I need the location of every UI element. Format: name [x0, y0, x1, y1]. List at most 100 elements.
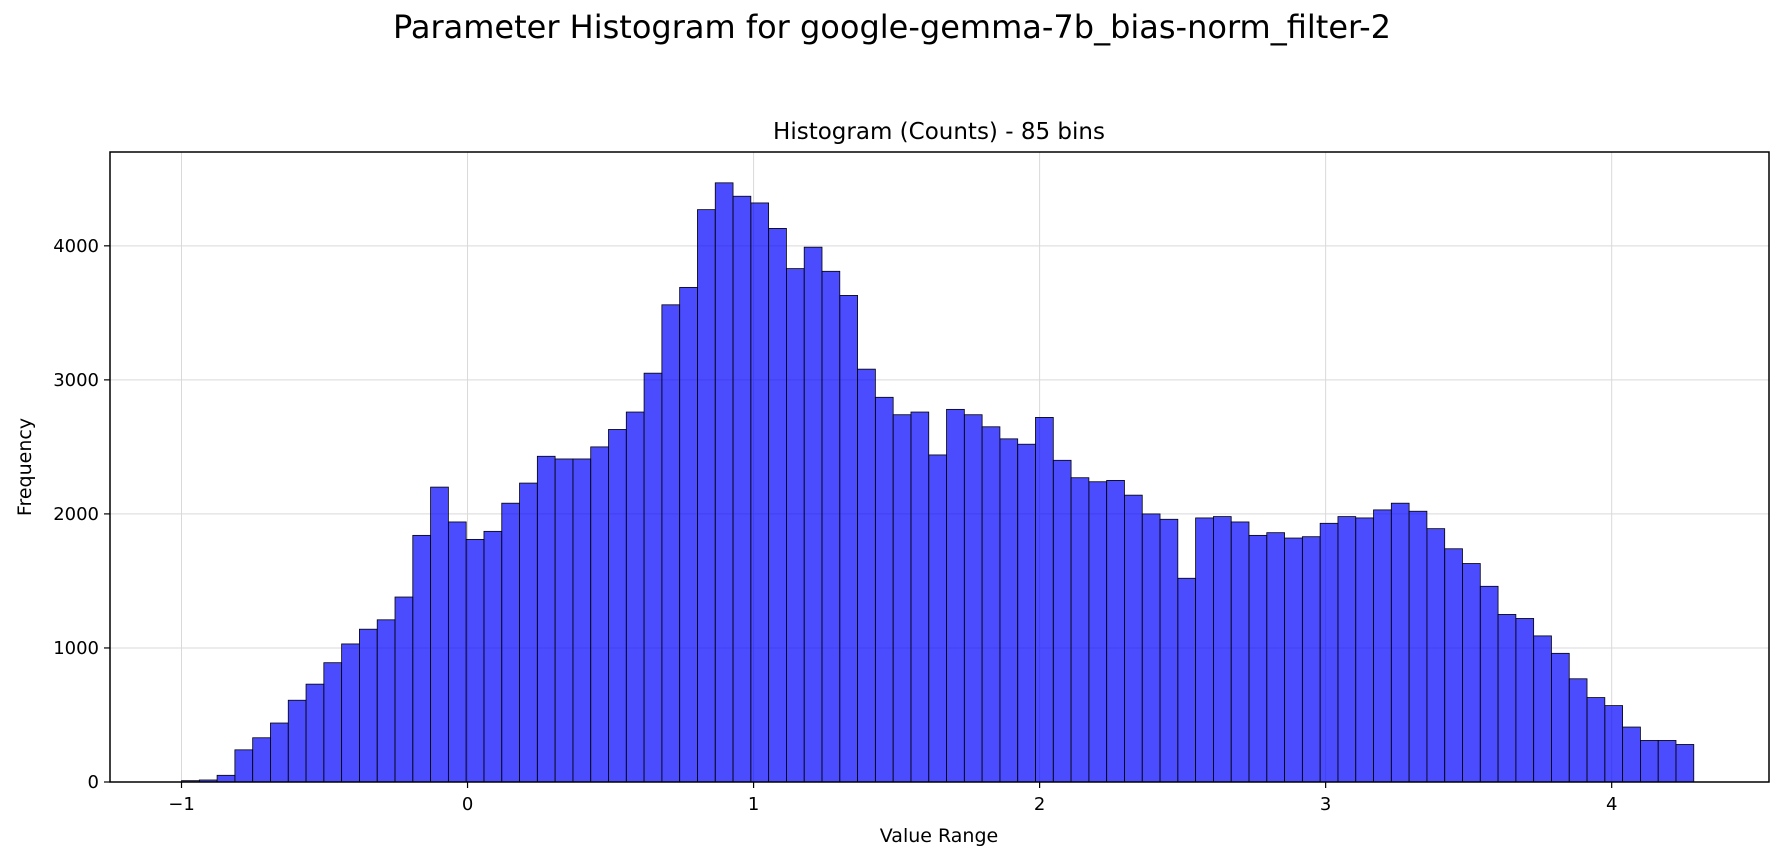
histogram-bar: [679, 286, 698, 783]
histogram-bar: [483, 530, 503, 783]
histogram-bar: [252, 737, 271, 783]
histogram-bar: [519, 482, 538, 783]
histogram-bar: [341, 643, 360, 783]
histogram-bar: [412, 534, 431, 783]
histogram-bar: [234, 749, 254, 783]
histogram-bar: [661, 304, 681, 783]
histogram-bar: [270, 722, 289, 783]
x-axis-ticks: −1 0 1 2 3 4: [168, 782, 1617, 815]
histogram-bar: [892, 414, 912, 783]
histogram-bar: [1266, 532, 1285, 783]
histogram-bar: [305, 683, 325, 783]
histogram-bar: [1426, 528, 1446, 783]
histogram-bar: [1586, 697, 1606, 783]
histogram-bar: [447, 521, 467, 783]
histogram-bar: [786, 268, 805, 783]
histogram-bar: [928, 454, 947, 783]
x-axis-label: Value Range: [880, 825, 998, 847]
histogram-bar: [216, 774, 236, 783]
histogram-bar: [323, 662, 343, 783]
x-tick-label: 0: [462, 794, 473, 815]
y-tick-label: 0: [88, 772, 99, 793]
histogram-bar: [1284, 537, 1303, 783]
y-tick-label: 3000: [53, 370, 99, 391]
x-tick-label: 3: [1320, 794, 1331, 815]
histogram-bar: [981, 426, 1001, 783]
histogram-bar: [999, 438, 1019, 783]
chart-title: Histogram (Counts) - 85 bins: [773, 119, 1105, 145]
y-tick-label: 1000: [53, 638, 99, 659]
histogram-bar: [1159, 518, 1179, 783]
histogram-bar: [963, 414, 983, 783]
histogram-bar: [946, 408, 965, 783]
histogram-bar: [768, 228, 787, 783]
histogram-bar: [625, 411, 645, 783]
histogram-bar: [287, 699, 307, 783]
histogram-bar: [1124, 494, 1143, 783]
histogram-bar: [1479, 585, 1499, 783]
histogram-bar: [1070, 477, 1090, 783]
y-tick-label: 4000: [53, 236, 99, 257]
histogram-bar: [1195, 517, 1214, 783]
histogram-bar: [1355, 517, 1374, 783]
histogram-bar: [1515, 618, 1535, 783]
histogram-bar: [554, 458, 574, 783]
y-axis-ticks: 0 1000 2000 3000 4000: [53, 236, 110, 793]
histogram-bar: [1052, 459, 1072, 783]
histogram-bar: [1639, 740, 1659, 783]
histogram-bar: [608, 429, 627, 783]
histogram-bar: [839, 295, 858, 783]
histogram-bar: [1497, 614, 1517, 783]
histogram-bar: [910, 411, 930, 783]
histogram-bar: [750, 202, 770, 783]
histogram-bar: [714, 182, 734, 783]
histogram-bar: [1319, 522, 1339, 783]
histogram-bar: [501, 502, 520, 783]
histogram-bar: [1035, 417, 1054, 783]
x-tick-label: 4: [1606, 794, 1617, 815]
histogram-bar: [1017, 443, 1036, 783]
histogram-bar: [1657, 740, 1677, 783]
x-tick-label: 2: [1034, 794, 1045, 815]
histogram-bar: [1533, 635, 1552, 783]
histogram-bar: [697, 209, 716, 783]
histogram-bar: [1604, 705, 1624, 783]
histogram-bar: [1337, 516, 1357, 783]
plot-area-frame: [109, 151, 1770, 783]
histogram-bar: [1141, 513, 1161, 783]
histogram-bar: [1390, 502, 1410, 783]
histogram-bar: [572, 458, 592, 783]
histogram-bar: [430, 486, 449, 783]
histogram-bar: [1373, 509, 1392, 783]
histogram-bar: [1248, 534, 1268, 783]
histogram-bar: [643, 372, 663, 783]
histogram-bar: [1568, 678, 1588, 783]
histogram-bar: [465, 538, 485, 783]
x-tick-label: −1: [168, 794, 195, 815]
histogram-bar: [1106, 480, 1125, 783]
histogram-bar: [874, 396, 894, 783]
histogram-bar: [359, 628, 378, 783]
histogram-bar: [732, 195, 752, 783]
histogram-bar: [536, 455, 556, 783]
histogram-bar: [394, 596, 414, 783]
histogram-bar: [1230, 521, 1250, 783]
histogram-bar: [1177, 577, 1197, 783]
histogram-bar: [1551, 652, 1570, 783]
histogram-bars: [181, 182, 1695, 783]
histogram-bar: [1088, 481, 1108, 783]
histogram-bar: [1462, 563, 1481, 783]
histogram-bar: [1301, 536, 1321, 783]
histogram-bar: [803, 246, 823, 783]
histogram-bar: [857, 368, 876, 783]
histogram-bar: [1675, 744, 1695, 783]
histogram-bar: [590, 446, 609, 783]
histogram-bar: [1408, 510, 1428, 783]
histogram-bar: [1444, 548, 1463, 783]
y-axis-label: Frequency: [14, 418, 36, 516]
x-tick-label: 1: [748, 794, 759, 815]
histogram-bar: [1213, 516, 1232, 783]
histogram-bar: [821, 270, 841, 783]
figure-title: Parameter Histogram for google-gemma-7b_…: [392, 8, 1392, 46]
